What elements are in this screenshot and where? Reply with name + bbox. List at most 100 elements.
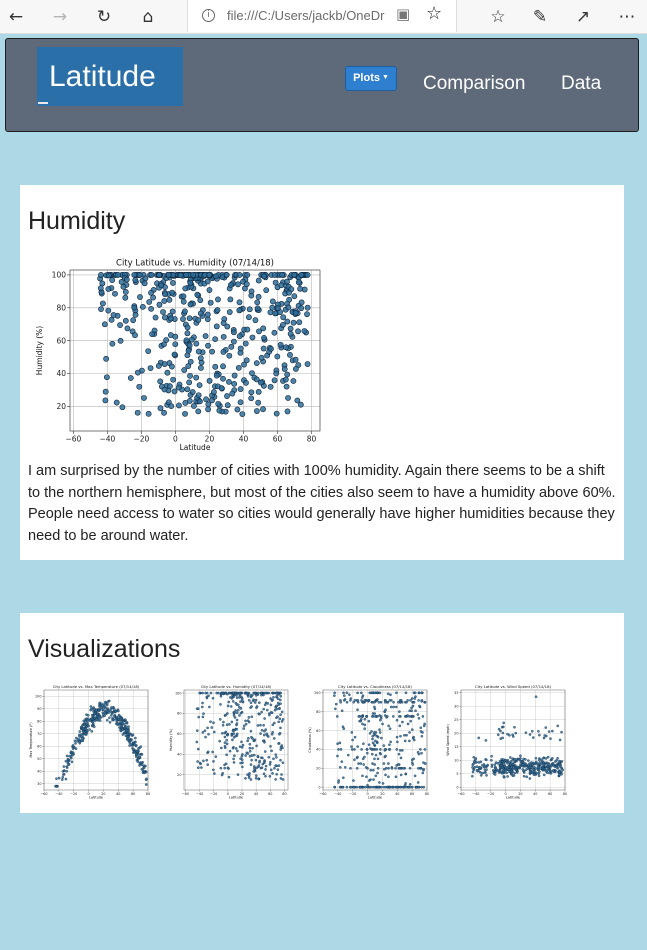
- data-point: [137, 294, 143, 300]
- reading-view-icon[interactable]: ▣: [396, 5, 411, 23]
- data-point: [241, 753, 244, 756]
- info-icon[interactable]: i: [202, 9, 215, 22]
- data-point: [408, 739, 411, 743]
- data-point: [350, 748, 354, 751]
- data-point: [353, 748, 356, 751]
- data-point: [398, 710, 401, 713]
- data-point: [374, 715, 377, 718]
- data-point: [167, 315, 174, 322]
- data-point: [129, 732, 133, 736]
- data-point: [233, 716, 237, 719]
- data-point: [65, 769, 69, 773]
- data-point: [379, 700, 383, 704]
- data-point: [278, 282, 285, 289]
- data-point: [254, 758, 258, 762]
- data-point: [239, 711, 243, 715]
- favorite-star-icon[interactable]: ☆: [426, 3, 443, 24]
- y-tick-label: 20: [316, 766, 320, 770]
- data-point: [247, 716, 251, 719]
- data-point: [223, 744, 227, 748]
- data-point: [514, 731, 518, 735]
- data-point: [226, 352, 233, 359]
- data-point: [372, 768, 375, 772]
- data-point: [83, 732, 87, 736]
- data-point: [249, 729, 253, 733]
- data-point: [475, 768, 479, 772]
- y-tick-label: 50: [37, 757, 41, 761]
- data-point: [236, 333, 243, 340]
- home-icon[interactable]: ⌂: [142, 7, 154, 27]
- data-point: [215, 400, 222, 407]
- y-tick-label: 80: [177, 712, 181, 716]
- data-point: [276, 768, 280, 771]
- data-point: [258, 759, 261, 763]
- data-point: [257, 379, 264, 386]
- data-point: [206, 377, 213, 384]
- data-point: [123, 276, 130, 283]
- data-point: [423, 722, 426, 726]
- data-point: [285, 395, 291, 401]
- wind-speed-thumbnail[interactable]: −60 −40 −20 0 20 40 60 80 0 5 10 15 20 25 30 35 City Lat…: [445, 678, 569, 805]
- data-point: [237, 386, 244, 392]
- data-point: [384, 699, 387, 702]
- data-point: [255, 399, 262, 406]
- data-point: [157, 378, 164, 385]
- data-point: [501, 772, 504, 775]
- data-point: [263, 750, 267, 753]
- address-url[interactable]: file:///C:/Users/jackb/OneDr: [227, 8, 385, 23]
- data-point: [276, 697, 280, 701]
- max-temperature-thumbnail[interactable]: −60 −40 −20 0 20 40 60 80 30 40 50 60 70 80 90 100 City …: [28, 678, 152, 805]
- back-arrow-icon[interactable]: ←: [8, 7, 24, 27]
- brand-title[interactable]: Latitude: [37, 47, 183, 106]
- data-point: [229, 696, 232, 699]
- x-tick-label: 60: [410, 792, 414, 796]
- data-point: [384, 773, 387, 777]
- data-point: [66, 757, 70, 761]
- data-point: [231, 380, 238, 387]
- forward-arrow-icon[interactable]: →: [52, 7, 68, 27]
- data-point: [206, 726, 209, 730]
- data-point: [105, 286, 112, 292]
- data-point: [249, 763, 253, 766]
- data-point: [524, 731, 528, 735]
- humidity-thumbnail[interactable]: −60 −40 −20 0 20 40 60 80 20 40 60 80 100 City Latitu…: [168, 678, 292, 805]
- address-bar[interactable]: i file:///C:/Users/jackb/OneDr ▣ ☆: [187, 0, 457, 32]
- more-icon[interactable]: ⋯: [618, 7, 636, 27]
- x-tick-label: −20: [210, 792, 217, 796]
- data-point: [378, 781, 381, 784]
- refresh-icon[interactable]: ↻: [96, 7, 112, 27]
- data-point: [267, 309, 274, 316]
- data-point: [253, 376, 260, 383]
- data-point: [98, 272, 104, 278]
- favorites-list-icon[interactable]: ☆: [490, 7, 506, 27]
- nav-link-comparison[interactable]: Comparison: [423, 73, 526, 94]
- data-point: [378, 728, 381, 731]
- nav-link-data[interactable]: Data: [561, 73, 602, 94]
- data-point: [533, 770, 537, 774]
- cloudiness-thumbnail[interactable]: −60 −40 −20 0 20 40 60 80 0 20 40 60 80 100 City Latit…: [307, 678, 431, 805]
- share-icon[interactable]: ↗: [575, 7, 591, 27]
- data-point: [369, 785, 373, 789]
- data-point: [258, 701, 261, 705]
- data-point: [110, 312, 117, 318]
- data-point: [102, 388, 109, 395]
- data-point: [252, 691, 256, 695]
- data-point: [384, 767, 388, 770]
- data-point: [558, 765, 562, 768]
- pen-icon[interactable]: ✎: [532, 7, 548, 27]
- data-point: [531, 763, 534, 766]
- data-point: [398, 715, 401, 718]
- data-point: [519, 763, 522, 766]
- data-point: [378, 691, 382, 695]
- data-point: [355, 767, 359, 770]
- data-point: [506, 775, 509, 778]
- data-point: [113, 708, 116, 711]
- data-point: [64, 759, 68, 763]
- plots-dropdown-button[interactable]: Plots ▼: [345, 66, 397, 91]
- data-point: [212, 363, 219, 370]
- data-point: [81, 730, 85, 733]
- humidity-chart: −60 −40 −20 0 20 40 60 80 20 40 60 80 100 City Latitu…: [35, 259, 321, 452]
- data-point: [373, 743, 376, 747]
- data-point: [241, 765, 244, 769]
- data-point: [403, 733, 406, 737]
